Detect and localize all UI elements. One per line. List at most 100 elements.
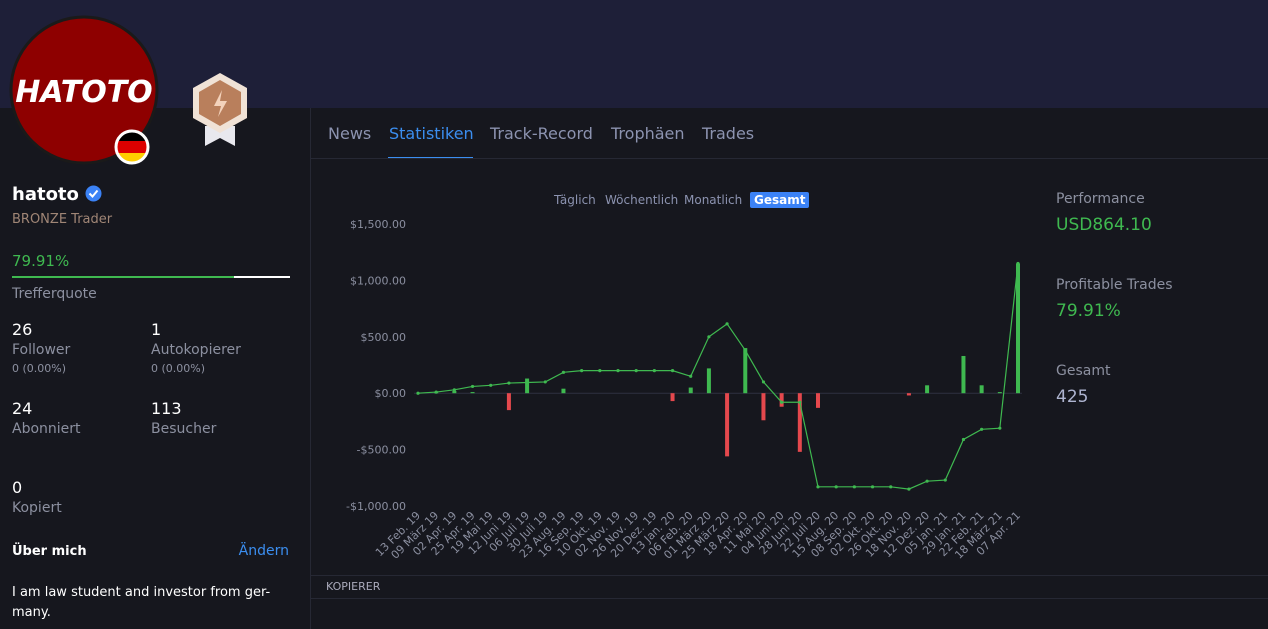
- tab[interactable]: Statistiken: [389, 124, 474, 143]
- line-point: [852, 485, 856, 489]
- range-toggle[interactable]: Wöchentlich: [605, 193, 679, 207]
- y-tick-label: $500.00: [361, 331, 407, 344]
- y-tick-label: $1,500.00: [350, 218, 406, 231]
- divider: [311, 575, 1268, 576]
- stat-value: 24: [12, 399, 33, 418]
- line-point: [998, 426, 1002, 430]
- section-title: KOPIERER: [326, 580, 381, 593]
- line-point: [561, 370, 566, 374]
- line-point: [416, 391, 420, 395]
- line-point: [470, 384, 475, 389]
- about-text: I am law student and investor from ger-: [12, 585, 271, 600]
- bar: [561, 388, 566, 394]
- line-point: [889, 485, 893, 489]
- line-point: [780, 400, 784, 404]
- line-point: [907, 487, 911, 491]
- line-point: [689, 374, 693, 378]
- summary-label: Profitable Trades: [1056, 277, 1173, 293]
- stat-sub: 0 (0.00%): [12, 362, 67, 375]
- bar: [725, 393, 730, 457]
- line-point: [834, 485, 838, 489]
- line-point: [634, 369, 638, 373]
- username: hatoto: [12, 184, 102, 205]
- bar: [961, 355, 966, 394]
- bar: [688, 387, 693, 394]
- tab[interactable]: Track-Record: [490, 124, 593, 143]
- line-point: [507, 381, 511, 385]
- avatar-area: HATOTO: [9, 15, 247, 165]
- stat-label: Kopiert: [12, 500, 62, 516]
- line-point: [816, 485, 820, 489]
- flag: [116, 131, 148, 163]
- bar: [997, 392, 1002, 394]
- side-panel: [0, 108, 311, 629]
- bronze-badge: [193, 73, 247, 146]
- range-toggle[interactable]: Monatlich: [684, 193, 743, 207]
- verified-icon: [85, 185, 102, 202]
- about-title: Über mich: [12, 544, 87, 559]
- stat-value: 26: [12, 320, 33, 339]
- summary-label: Gesamt: [1056, 363, 1111, 379]
- bar: [706, 368, 711, 394]
- summary-label: Performance: [1056, 191, 1145, 207]
- line-point: [670, 369, 675, 373]
- line-point: [943, 478, 947, 482]
- avatar-text: HATOTO: [15, 75, 152, 110]
- y-tick-label: $1,000.00: [350, 274, 406, 287]
- y-tick-label: -$500.00: [357, 444, 406, 457]
- line-point: [525, 380, 529, 385]
- line-point: [1016, 261, 1020, 266]
- tab[interactable]: Trophäen: [611, 124, 685, 143]
- username-text: hatoto: [12, 184, 79, 205]
- line-point: [598, 369, 602, 373]
- line-point: [543, 380, 547, 384]
- bar: [761, 393, 766, 421]
- line: [417, 263, 1019, 490]
- hit-rate-bar: [12, 276, 234, 278]
- bar: [925, 385, 930, 394]
- stat-value: 0: [12, 478, 23, 497]
- bar: [470, 392, 475, 394]
- bar: [743, 348, 748, 394]
- edit-link[interactable]: Ändern: [238, 543, 289, 559]
- summary-value: 425: [1056, 387, 1089, 407]
- tab[interactable]: News: [328, 124, 372, 143]
- stat-value: 1: [151, 320, 162, 339]
- stat-sub: 0 (0.00%): [151, 362, 206, 375]
- bar: [797, 393, 802, 452]
- divider: [311, 158, 1268, 159]
- hit-rate-bar-rest: [234, 276, 290, 278]
- bar: [1016, 263, 1020, 394]
- bar: [670, 393, 675, 402]
- stat-label: Autokopierer: [151, 342, 241, 358]
- divider: [311, 598, 1268, 599]
- line-point: [798, 400, 802, 404]
- hit-rate-label: Trefferquote: [12, 286, 97, 302]
- line-point: [761, 380, 766, 384]
- hit-rate: 79.91%: [12, 252, 70, 270]
- avatar: [9, 15, 159, 165]
- line-point: [925, 479, 929, 483]
- range-toggle[interactable]: Gesamt: [750, 192, 810, 208]
- tab[interactable]: Trades: [702, 124, 755, 143]
- line-point: [870, 485, 875, 489]
- stat-label: Besucher: [151, 421, 217, 437]
- line-point: [580, 369, 584, 373]
- stat-label: Abonniert: [12, 421, 81, 437]
- stat-label: Follower: [12, 342, 71, 358]
- stat-value: 113: [151, 399, 182, 418]
- line-point: [452, 388, 456, 392]
- line-point: [961, 437, 966, 442]
- bar: [452, 390, 457, 394]
- bar: [779, 393, 784, 407]
- range-toggle[interactable]: Täglich: [554, 193, 596, 207]
- line-point: [489, 383, 493, 387]
- line-point: [980, 427, 984, 431]
- bar: [906, 393, 911, 396]
- line-point: [707, 335, 711, 339]
- about-text: many.: [12, 605, 51, 620]
- line-point: [616, 369, 620, 373]
- bar: [525, 378, 530, 394]
- y-tick-label: -$1,000.00: [346, 500, 406, 513]
